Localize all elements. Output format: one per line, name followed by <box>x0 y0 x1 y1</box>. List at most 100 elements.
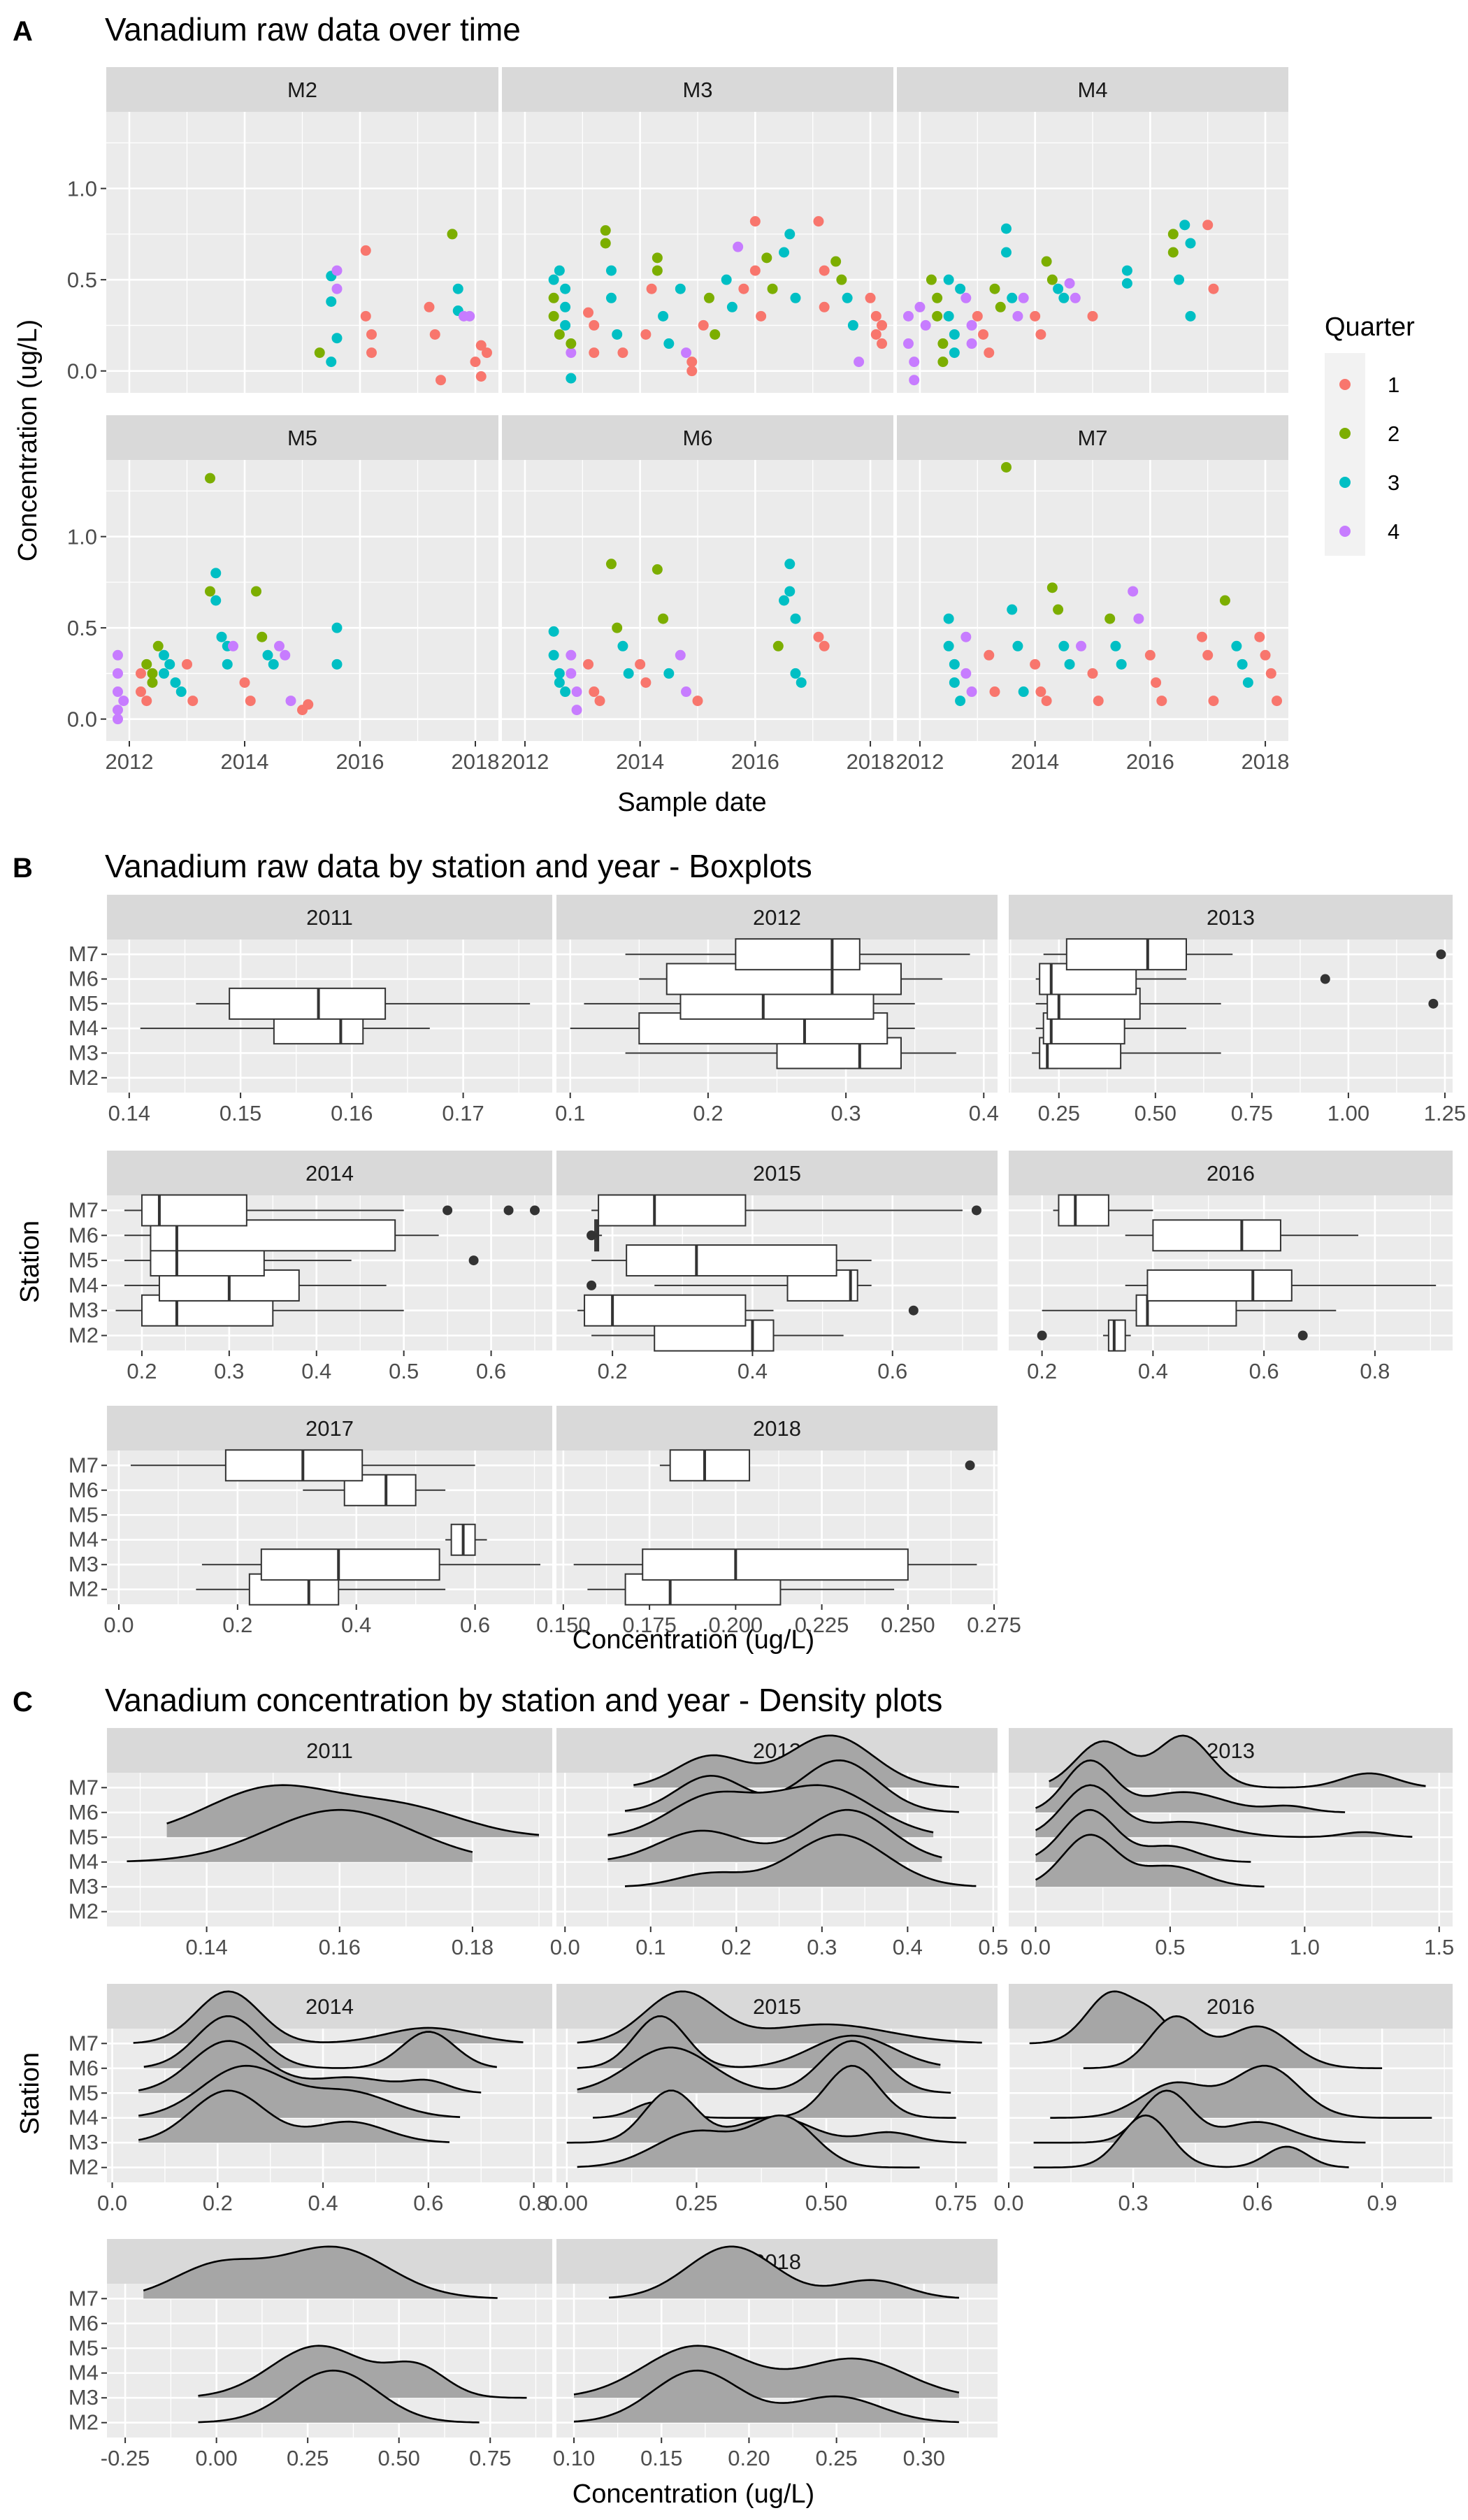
data-point <box>612 622 623 633</box>
data-point <box>366 329 377 340</box>
data-point <box>1231 640 1242 651</box>
data-point <box>698 319 709 331</box>
facet-strip-2015 <box>556 1984 998 2029</box>
y-tick-label: M4 <box>69 1527 99 1552</box>
y-tick-label: M5 <box>69 991 99 1016</box>
y-tick-label: M3 <box>69 1298 99 1323</box>
data-point <box>147 677 158 688</box>
data-point <box>1064 658 1075 670</box>
data-point <box>136 686 146 698</box>
legend-label-1: 1 <box>1388 373 1399 397</box>
x-tick-label: 0.4 <box>301 1359 331 1383</box>
data-point <box>1018 686 1029 698</box>
outlier-point <box>908 1305 919 1316</box>
data-point <box>571 686 582 698</box>
facet-strip-label-M2: M2 <box>287 78 317 102</box>
data-point <box>222 658 233 670</box>
x-tick-label: 0.1 <box>555 1101 585 1125</box>
data-point <box>1121 265 1132 276</box>
density-outline <box>633 1734 959 1788</box>
data-point <box>960 292 972 303</box>
density-outline <box>607 1784 934 1836</box>
x-tick-label: 0.175 <box>622 1613 677 1637</box>
data-point <box>583 307 594 318</box>
y-tick-label: M2 <box>69 1323 99 1348</box>
facet-M2: M2 0.0 0.5 1.0 <box>67 67 498 393</box>
data-point <box>909 357 920 368</box>
outlier-point <box>587 1230 597 1241</box>
boxplot-M3 <box>201 1548 541 1581</box>
data-point <box>784 586 796 597</box>
data-point <box>470 357 481 368</box>
x-tick-label: 0.10 <box>553 2446 595 2470</box>
data-point <box>658 613 669 624</box>
x-tick-label: 0.4 <box>969 1101 999 1125</box>
x-tick-label: 2018 <box>1242 749 1290 774</box>
boxplot-M7 <box>625 938 970 971</box>
data-point <box>314 347 325 359</box>
data-point <box>1260 649 1271 661</box>
facet-strip-label-2014: 2014 <box>305 1994 354 2019</box>
data-point <box>366 347 377 359</box>
data-point <box>566 338 577 350</box>
boxplot-M6 <box>124 1219 439 1252</box>
data-point <box>932 292 943 303</box>
facet-strip-2018 <box>556 1406 998 1450</box>
panel-c-y-axis-title: Station <box>15 2052 45 2135</box>
y-tick-label: M6 <box>69 1800 99 1824</box>
data-point <box>475 371 487 382</box>
x-tick-label: 0.6 <box>1249 1359 1279 1383</box>
data-point <box>187 696 199 707</box>
data-point <box>790 613 801 624</box>
data-point <box>767 283 778 294</box>
data-point <box>600 238 611 249</box>
data-point <box>245 696 256 707</box>
boxplot-M7 <box>591 1194 981 1227</box>
x-tick-label: 0.6 <box>1243 2191 1273 2215</box>
boxplot-M7 <box>659 1449 975 1482</box>
x-tick-label: 0.25 <box>1038 1101 1080 1125</box>
y-tick-label: M4 <box>69 1850 99 1874</box>
data-point <box>1185 310 1196 322</box>
density-ridge-M4 <box>127 1808 473 1862</box>
density-outline <box>1035 1808 1251 1863</box>
x-tick-label: 0.0 <box>550 1935 580 1959</box>
x-tick-label: 0.50 <box>805 2191 847 2215</box>
data-point <box>870 329 881 340</box>
x-tick-label: 0.9 <box>1367 2191 1397 2215</box>
facet-strip-2012 <box>556 895 998 939</box>
x-tick-label: 2016 <box>731 749 779 774</box>
data-point <box>268 658 279 670</box>
outlier-point <box>468 1255 479 1266</box>
data-point <box>164 658 175 670</box>
data-point <box>464 310 475 322</box>
data-point <box>686 366 698 377</box>
data-point <box>733 241 744 252</box>
data-point <box>943 613 954 624</box>
x-tick-label: 0.4 <box>1138 1359 1168 1383</box>
data-point <box>1242 677 1253 688</box>
facet-2013: 2013 0.25 0.50 0.75 1.00 1.25 <box>1009 895 1466 1125</box>
y-tick-label: M3 <box>69 1874 99 1899</box>
density-ridge-M7 <box>143 2245 498 2299</box>
density-outline <box>577 1990 982 2044</box>
data-point <box>761 252 772 264</box>
y-tick-label: M2 <box>69 2410 99 2435</box>
y-tick-label: 0.0 <box>67 707 97 732</box>
y-tick-label: M3 <box>69 1040 99 1065</box>
facet-strip-M4 <box>897 67 1288 112</box>
data-point <box>1185 238 1196 249</box>
density-ridge-M7 <box>633 1734 959 1788</box>
data-point <box>175 686 187 698</box>
boxplot-M2 <box>1037 1319 1308 1352</box>
y-tick-label: M6 <box>69 967 99 991</box>
data-point <box>842 292 853 303</box>
x-tick-label: 2016 <box>336 749 384 774</box>
density-outline <box>198 2345 527 2399</box>
x-tick-label: 0.6 <box>460 1613 490 1637</box>
data-point <box>1104 613 1116 624</box>
data-point <box>738 283 749 294</box>
facet-strip-label-2013: 2013 <box>1207 905 1255 930</box>
panel-c-x-axis-title: Concentration (ug/L) <box>573 2479 814 2509</box>
